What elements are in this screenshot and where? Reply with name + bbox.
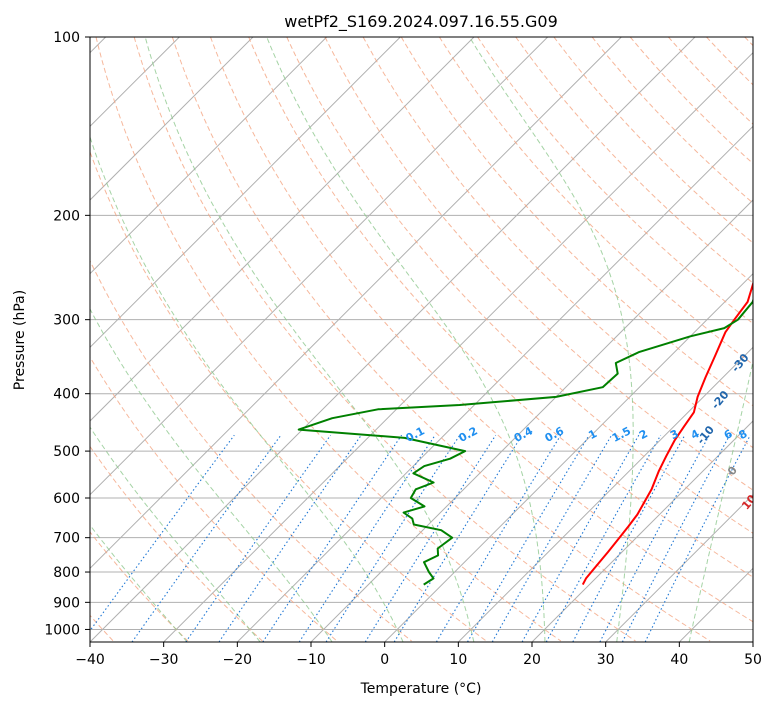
dry-adiabat [90,356,338,642]
y-tick-label: 100 [53,30,80,46]
isotherm-gridline [90,37,401,349]
dry-adiabat [90,150,487,642]
mixing-ratio-line [90,434,235,632]
dewpoint-profile-line [297,297,753,586]
y-tick-label: 500 [53,444,80,460]
temperature-profile-line [581,280,753,586]
moist-adiabat [90,135,404,642]
plot-frame [89,36,754,643]
x-tick-label: 50 [744,652,762,668]
dry-adiabat [324,37,753,491]
y-tick-label: 1000 [44,622,80,638]
x-tick-label: −40 [75,652,105,668]
x-tick-label: 10 [449,652,467,668]
y-tick-label: 200 [53,208,80,224]
mixing-ratio-line [325,434,461,642]
reference-lines-layer [90,37,753,642]
isotherm-gridline [605,493,753,642]
x-tick-label: −10 [296,652,326,668]
y-tick-label: 900 [53,595,80,611]
isotherm-gridline [531,420,753,642]
y-tick-label: 700 [53,531,80,547]
mixing-ratio-line [393,434,523,642]
mixing-ratio-line [218,434,362,642]
dry-adiabat [90,531,189,642]
x-tick-label: −30 [149,652,179,668]
dry-adiabat [90,259,412,642]
isotherm-gridline [457,346,753,642]
dry-adiabat [438,37,753,366]
dry-adiabat [553,37,753,244]
y-tick-label: 600 [53,491,80,507]
y-tick-label: 800 [53,565,80,581]
dry-adiabat [400,37,753,407]
plot-area: -100-90-80-70-60-50-40-30-20-10010203040… [90,37,753,642]
mixing-ratio-line [644,434,751,642]
moist-adiabat [144,37,475,642]
dry-adiabat [629,37,753,165]
isotherm-gridline [90,37,549,496]
mixing-ratio-line [621,434,731,642]
isotherm-gridline [90,37,475,422]
mixing-ratio-line [572,434,686,642]
moist-adiabat [266,37,546,642]
mixing-ratio-line [521,434,640,642]
isotherm-gridline [90,37,622,570]
y-tick-label: 400 [53,387,80,403]
dry-adiabat [248,37,753,578]
isotherm-gridline [236,125,753,642]
mixing-ratio-line [185,434,332,642]
profile-layer [297,280,753,586]
x-axis-label: Temperature (°C) [360,681,482,697]
mixing-ratio-line [545,434,662,642]
x-tick-label: −20 [223,652,253,668]
x-tick-label: 30 [597,652,615,668]
isotherm-gridline [163,51,753,642]
isotherm-gridline [384,272,753,642]
mixing-ratio-line [364,434,497,642]
chart-title: wetPf2_S169.2024.097.16.55.G09 [284,12,558,32]
grid-layer [90,37,753,642]
dry-adiabat [95,37,562,642]
moist-adiabat [688,358,753,642]
isotherm-gridline [90,37,696,642]
dry-adiabat [210,37,753,623]
y-tick-label: 300 [53,313,80,329]
dry-adiabat [171,37,711,642]
isotherm-gridline [90,37,254,201]
mixing-ratio-line [467,434,590,642]
x-tick-label: 20 [523,652,541,668]
dry-adiabat [133,37,636,642]
moist-adiabat [90,426,261,642]
dry-adiabat [362,37,753,449]
isotherm-gridline [90,37,328,275]
dry-adiabat [286,37,753,534]
x-tick-label: 0 [380,652,389,668]
dry-adiabat [515,37,753,284]
y-axis-label: Pressure (hPa) [12,290,28,390]
moist-adiabat [90,308,333,642]
mixing-ratio-line [435,434,562,642]
moist-adiabat [90,524,188,642]
axis-layer: −40 −30 −20 −10 0 10 20 30 40 50 100 200 300 400 500 60… [44,30,762,668]
x-tick-label: 40 [670,652,688,668]
mixing-ratio-line [491,434,613,642]
